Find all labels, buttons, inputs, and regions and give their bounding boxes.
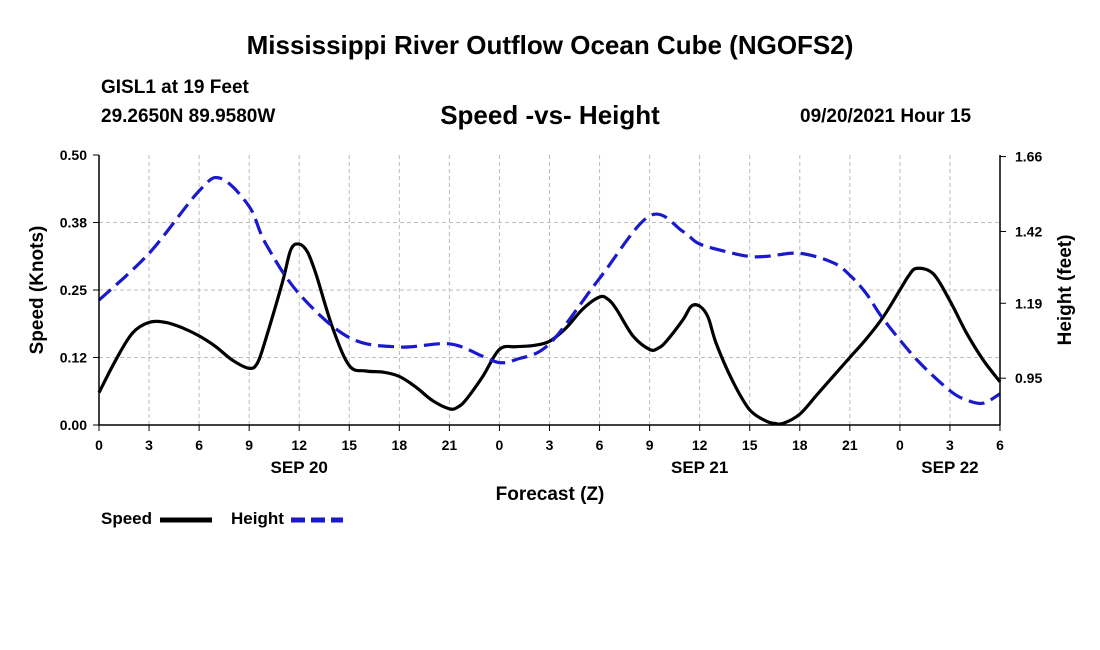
- x-tick-label: 6: [996, 437, 1004, 453]
- speed-series-line: [97, 242, 1002, 426]
- x-tick-label: 12: [692, 437, 708, 453]
- date-label: SEP 22: [921, 458, 978, 477]
- x-tick-label: 18: [392, 437, 408, 453]
- y-tick-label-left: 0.50: [60, 147, 87, 163]
- station-name: GISL1 at 19 Feet: [101, 77, 249, 98]
- height-series-line: [97, 175, 1001, 406]
- y-tick-label-right: 1.66: [1015, 149, 1042, 165]
- axes: [93, 154, 1006, 431]
- x-axis-label: Forecast (Z): [496, 484, 605, 505]
- forecast-time: 09/20/2021 Hour 15: [800, 106, 972, 127]
- y-tick-label-right: 0.95: [1015, 370, 1042, 386]
- date-label: SEP 20: [271, 458, 328, 477]
- x-tick-label: 3: [546, 437, 554, 453]
- x-tick-label: 12: [291, 437, 307, 453]
- x-tick-label: 15: [742, 437, 758, 453]
- x-tick-label: 9: [646, 437, 654, 453]
- x-tick-label: 15: [341, 437, 357, 453]
- y-tick-label-left: 0.38: [60, 215, 87, 231]
- y-tick-label-right: 1.19: [1015, 295, 1042, 311]
- x-tick-label: 21: [442, 437, 458, 453]
- date-label: SEP 21: [671, 458, 728, 477]
- y-axis-label-right: Height (feet): [1055, 235, 1076, 346]
- tick-labels: 0 3 6 9 12 15 18 21 0 3 6 9 12 15 18 21 0 3 6 SEP 20 SEP 21 S…: [60, 147, 1043, 477]
- x-tick-label: 0: [496, 437, 504, 453]
- y-tick-label-left: 0.12: [60, 350, 87, 366]
- x-tick-label: 18: [792, 437, 808, 453]
- x-tick-label: 0: [896, 437, 904, 453]
- x-tick-label: 6: [596, 437, 604, 453]
- x-tick-label: 3: [946, 437, 954, 453]
- x-tick-label: 9: [245, 437, 253, 453]
- page-title: Mississippi River Outflow Ocean Cube (NG…: [246, 30, 854, 60]
- x-tick-label: 3: [145, 437, 153, 453]
- x-tick-label: 6: [195, 437, 203, 453]
- y-tick-label-left: 0.25: [60, 282, 87, 298]
- x-tick-label: 21: [842, 437, 858, 453]
- legend-speed-label: Speed: [101, 509, 153, 528]
- station-coordinates: 29.2650N 89.9580W: [101, 106, 276, 127]
- legend-height-label: Height: [231, 509, 284, 528]
- chart-title: Speed -vs- Height: [440, 100, 660, 130]
- data-series: [97, 175, 1002, 426]
- y-tick-label-right: 1.42: [1015, 223, 1042, 239]
- y-tick-label-left: 0.00: [60, 417, 87, 433]
- y-axis-label-left: Speed (Knots): [27, 226, 48, 355]
- x-tick-label: 0: [95, 437, 103, 453]
